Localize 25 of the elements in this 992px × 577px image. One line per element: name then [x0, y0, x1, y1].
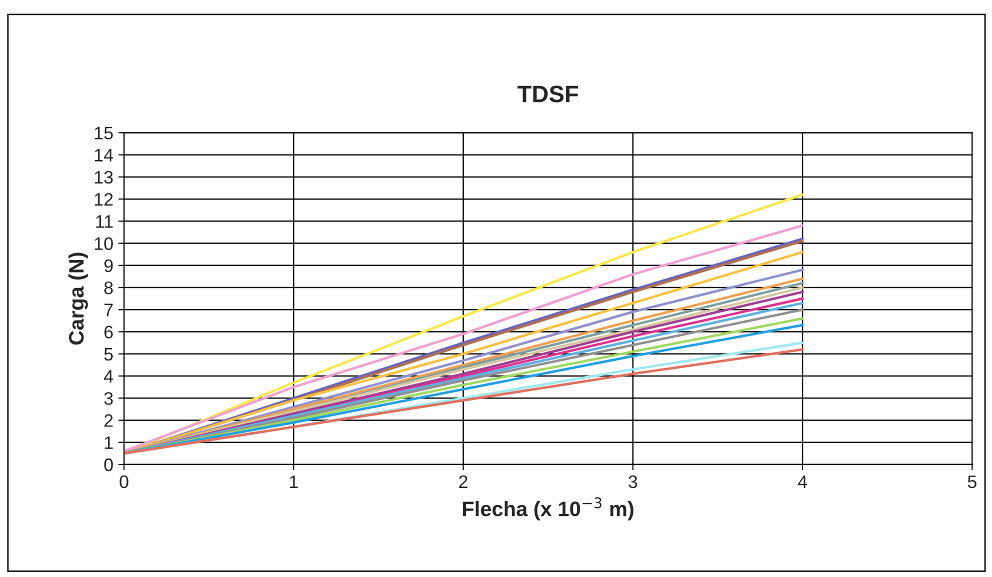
- y-tick-label: 13: [94, 170, 113, 184]
- y-tick-label: 6: [104, 326, 113, 338]
- x-tick-label: 3: [628, 475, 638, 488]
- y-tick-label: 7: [104, 304, 113, 316]
- y-tick-label: 15: [94, 126, 113, 140]
- y-tick-label: 2: [104, 414, 113, 427]
- y-tick-label: 12: [94, 193, 113, 206]
- y-tick-label: 14: [94, 148, 114, 162]
- y-tick-label: 3: [104, 392, 113, 405]
- y-tick-label: 5: [104, 348, 113, 361]
- y-axis-title: Carga (N): [68, 252, 88, 345]
- x-axis-title: Flecha (x 10$^{−3}$ m): [463, 497, 634, 520]
- x-tick-label: 5: [968, 476, 976, 488]
- y-tick-label: 8: [104, 281, 113, 294]
- chart-title: TDSF: [518, 86, 578, 102]
- y-tick-label: 0: [104, 458, 113, 472]
- x-tick-label: 1: [290, 476, 298, 488]
- x-tick-label: 4: [798, 476, 808, 488]
- y-tick-label: 1: [104, 436, 113, 449]
- y-tick-label: 9: [104, 259, 113, 272]
- x-tick-label: 2: [459, 475, 468, 488]
- x-tick-label: 0: [120, 475, 128, 488]
- y-tick-label: 4: [104, 370, 114, 383]
- y-tick-label: 10: [94, 237, 113, 250]
- y-tick-label: 11: [96, 215, 113, 228]
